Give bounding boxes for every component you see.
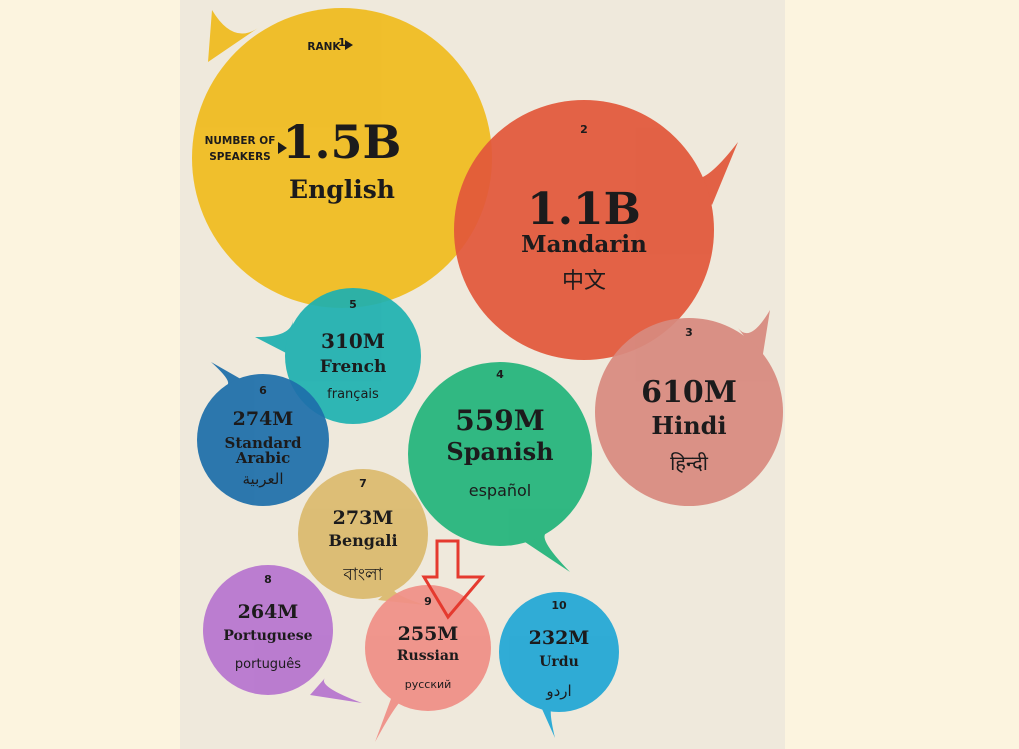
bubble-mandarin — [454, 100, 738, 360]
rank-label: 4 — [496, 368, 504, 381]
bubble-standard-arabic — [197, 362, 329, 506]
speakers-value: 1.1B — [527, 184, 641, 235]
bubble-circle — [595, 318, 783, 506]
native-name: हिन्दी — [670, 451, 709, 475]
bubble-urdu — [499, 592, 619, 738]
language-name: Russian — [397, 648, 459, 664]
bubble-circle — [203, 565, 333, 695]
speakers-value: 273M — [333, 507, 394, 529]
rank-label: 8 — [264, 573, 272, 586]
bubble-circle — [298, 469, 428, 599]
bubble-portuguese — [203, 565, 362, 703]
speakers-legend-label: NUMBER OF — [205, 135, 276, 147]
rank-label: 1 — [338, 36, 346, 49]
speakers-value: 274M — [233, 408, 294, 430]
native-name: العربية — [243, 470, 284, 488]
speech-tail — [522, 532, 570, 572]
bubble-circle — [197, 374, 329, 506]
bubble-circle — [285, 288, 421, 424]
speakers-value: 310M — [321, 329, 385, 353]
rank-label: 5 — [349, 298, 357, 311]
language-name: Urdu — [539, 654, 579, 670]
speakers-value: 255M — [398, 623, 459, 645]
bubble-circle — [454, 100, 714, 360]
language-name: Arabic — [235, 449, 291, 467]
speech-tail — [738, 310, 770, 360]
rank-label: 6 — [259, 384, 267, 397]
speakers-value: 610M — [641, 375, 737, 410]
native-name: 中文 — [562, 269, 606, 294]
language-name: Spanish — [446, 437, 553, 466]
bubble-hindi — [595, 310, 783, 506]
language-name: Standard — [225, 434, 302, 452]
language-name: Hindi — [651, 411, 726, 440]
rank-pointer-icon — [345, 40, 353, 50]
bubble-english — [192, 8, 492, 308]
speech-tail — [310, 678, 362, 703]
native-name: русский — [405, 678, 452, 691]
native-name: اردو — [545, 682, 571, 700]
rank-label: 9 — [424, 595, 432, 608]
bubble-circle — [408, 362, 592, 546]
red-arrow-down-icon — [421, 539, 486, 620]
native-name: español — [469, 481, 532, 500]
bubble-russian — [365, 585, 491, 742]
bubble-circle — [499, 592, 619, 712]
speakers-value: 232M — [529, 627, 590, 649]
rank-label: 10 — [551, 599, 567, 612]
language-name: English — [289, 175, 395, 204]
bubble-spanish — [408, 362, 592, 572]
speakers-legend-label: SPEAKERS — [209, 151, 271, 163]
native-name: français — [327, 387, 379, 402]
rank-label: 2 — [580, 123, 588, 136]
language-name: French — [320, 357, 387, 377]
speech-tail — [208, 10, 258, 62]
language-name: Mandarin — [521, 231, 647, 258]
bubble-french — [255, 288, 421, 424]
bubble-circle — [192, 8, 492, 308]
rank-label: 7 — [359, 477, 367, 490]
bubble-circle — [365, 585, 491, 711]
speech-tail — [255, 320, 293, 355]
speakers-value: 264M — [238, 601, 299, 623]
rank-legend-label: RANK — [307, 41, 341, 53]
language-name: Portuguese — [223, 628, 312, 644]
bubbles-layer — [192, 8, 783, 742]
speakers-value: 1.5B — [283, 115, 402, 169]
speakers-value: 559M — [455, 404, 544, 437]
legend: RANK NUMBER OF SPEAKERS — [205, 40, 353, 163]
native-name: português — [235, 657, 301, 672]
speakers-pointer-icon — [278, 142, 287, 154]
language-name: Bengali — [328, 531, 397, 550]
native-name: বাংলা — [342, 565, 383, 585]
rank-label: 3 — [685, 326, 693, 339]
